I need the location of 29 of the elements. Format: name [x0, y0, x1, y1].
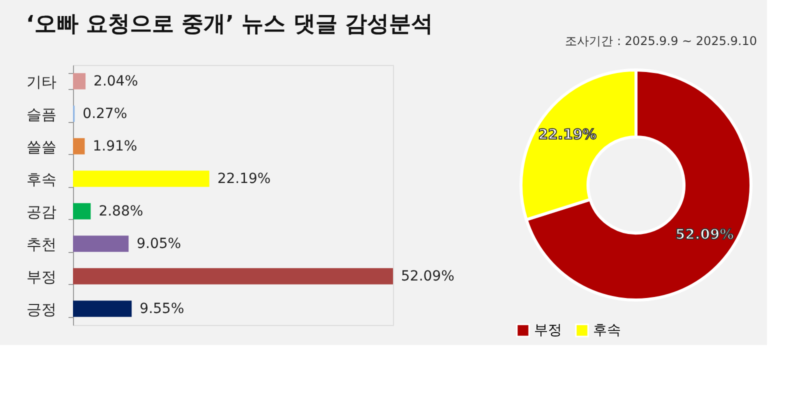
y-tick-label: 긍정 — [26, 300, 56, 318]
data-label: 2.04% — [94, 73, 138, 90]
chart-title: ‘오빠 요청으로 중개’ 뉴스 댓글 감성분석 — [26, 12, 434, 37]
legend-label: 후속 — [593, 322, 621, 338]
data-label: 2.88% — [98, 203, 144, 220]
bar — [73, 138, 85, 154]
y-tick-label: 기타 — [26, 72, 56, 91]
legend-label: 부정 — [534, 322, 562, 338]
bar — [73, 203, 91, 220]
data-label: 9.55% — [140, 300, 184, 317]
data-label: 22.19% — [538, 126, 597, 143]
y-tick-label: 공감 — [26, 202, 56, 221]
y-tick-label: 쓸쓸 — [26, 138, 56, 156]
bar — [73, 300, 132, 317]
data-label: 1.91% — [92, 138, 138, 154]
bar — [73, 268, 393, 284]
y-tick-label: 슬픔 — [26, 105, 56, 124]
bar — [73, 170, 210, 187]
y-tick-label: 후속 — [26, 170, 56, 188]
y-tick-label: 추천 — [26, 235, 56, 254]
data-label: 22.19% — [217, 170, 271, 187]
data-label: 52.09% — [401, 268, 454, 284]
data-label: 52.09% — [675, 227, 734, 244]
bar — [73, 236, 129, 252]
y-tick-label: 부정 — [26, 268, 56, 286]
text: 조사기간 : 2025.9.9 ~ 2025.9.10 — [565, 34, 757, 48]
data-label: 9.05% — [136, 236, 182, 252]
bar — [73, 73, 86, 90]
data-label: 0.27% — [82, 106, 128, 122]
